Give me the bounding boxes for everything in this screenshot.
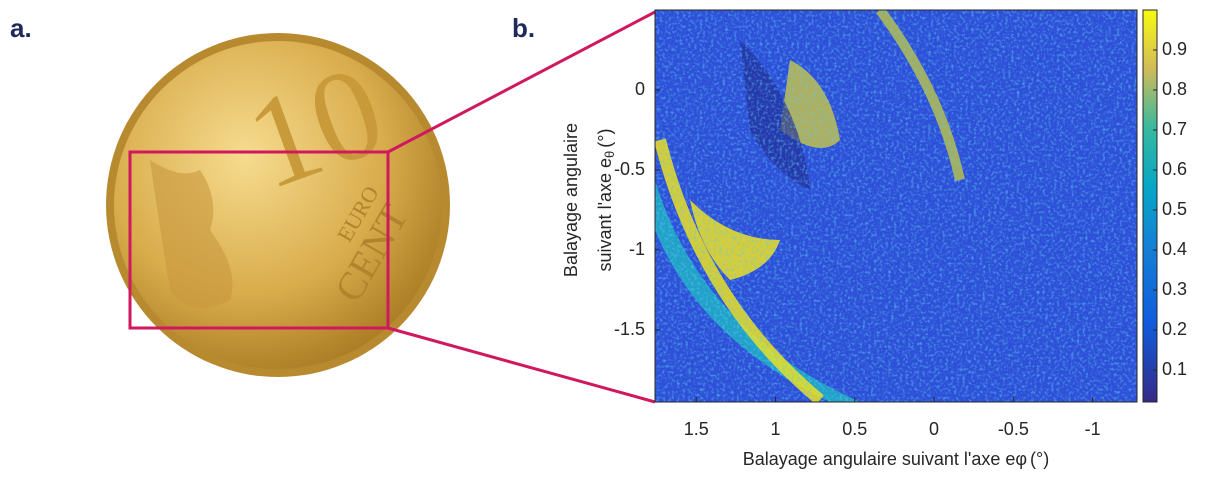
zoom-line	[387, 10, 656, 154]
y-tick-label: -1.5	[614, 319, 645, 339]
colorbar-tick-label: 0.4	[1162, 239, 1187, 259]
panel-label: b.	[512, 13, 535, 43]
y-tick-label: -1	[629, 239, 645, 259]
colorbar-tick-label: 0.7	[1162, 119, 1187, 139]
colorbar-tick-label: 0.2	[1162, 319, 1187, 339]
y-tick-label: -0.5	[614, 159, 645, 179]
colorbar-tick-label: 0.9	[1162, 39, 1187, 59]
x-axis-label: Balayage angulaire suivant l'axe eφ (°)	[743, 449, 1049, 469]
colorbar-tick-label: 0.5	[1162, 199, 1187, 219]
y-axis-symbol: θ	[602, 151, 617, 158]
y-tick-label: 0	[635, 79, 645, 99]
x-tick-label: 1.5	[684, 419, 709, 439]
panel-label: a.	[10, 13, 32, 43]
y-axis-label: Balayage angulaire	[561, 123, 581, 277]
heatmap-image	[655, 10, 1137, 402]
y-axis-unit: (°)	[595, 129, 615, 148]
colorbar-tick-label: 0.3	[1162, 279, 1187, 299]
x-tick-label: -1	[1085, 419, 1101, 439]
x-tick-label: 0	[929, 419, 939, 439]
y-axis-label: suivant l'axe eθ (°)	[595, 129, 618, 272]
colorbar-tick-label: 0.6	[1162, 159, 1187, 179]
colorbar-tick-label: 0.8	[1162, 79, 1187, 99]
x-tick-label: 1	[770, 419, 780, 439]
colorbar	[1142, 9, 1158, 403]
x-tick-label: 0.5	[842, 419, 867, 439]
coin: 10 EURO CENT	[106, 33, 450, 377]
x-axis-symbol: φ	[1015, 449, 1027, 469]
x-axis-label: Balayage angulaire suivant l'axe e	[743, 449, 1016, 469]
x-axis-unit: (°)	[1030, 449, 1049, 469]
zoom-box	[128, 150, 390, 330]
y-axis-label: suivant l'axe e	[595, 158, 615, 272]
plot-frame	[654, 9, 1138, 403]
x-tick-label: -0.5	[998, 419, 1029, 439]
zoom-line	[387, 326, 656, 404]
colorbar-tick-label: 0.1	[1162, 359, 1187, 379]
